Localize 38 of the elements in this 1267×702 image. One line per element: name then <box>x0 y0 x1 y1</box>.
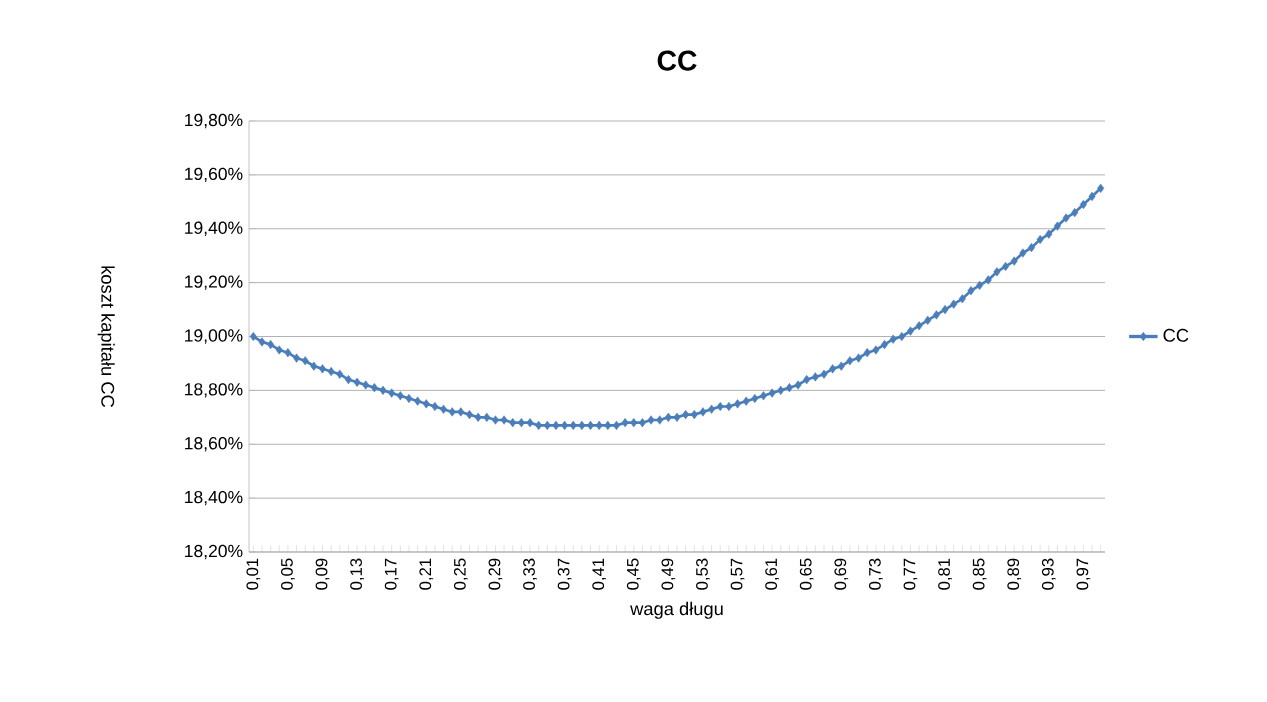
x-tick-label: 0,09 <box>315 558 330 590</box>
x-tick-label: 0,13 <box>350 558 364 590</box>
x-tick-label: 0,37 <box>557 558 572 590</box>
y-tick-label: 18,20% <box>185 544 243 560</box>
x-tick-label: 0,05 <box>281 558 295 590</box>
y-axis-title: koszt kapitału CC <box>97 266 115 408</box>
x-tick-label: 0,69 <box>834 558 849 590</box>
x-tick-label: 0,97 <box>1076 558 1091 590</box>
x-tick-label: 0,73 <box>868 558 883 590</box>
x-tick-label: 0,77 <box>903 558 918 590</box>
x-tick-label: 0,17 <box>384 558 399 590</box>
x-tick-label: 0,57 <box>730 558 745 590</box>
x-tick-label: 0,21 <box>419 558 434 590</box>
y-tick-label: 19,20% <box>185 275 243 290</box>
x-tick-label: 0,93 <box>1041 558 1056 590</box>
x-tick-label: 0,53 <box>696 558 710 590</box>
legend-label: CC <box>1163 328 1189 342</box>
y-tick-label: 19,80% <box>185 113 243 129</box>
x-tick-label: 0,89 <box>1007 558 1022 590</box>
chart-title: CC <box>657 50 697 71</box>
x-tick-label: 0,85 <box>972 558 987 590</box>
y-tick-label: 19,00% <box>185 329 243 344</box>
x-tick-label: 0,81 <box>938 558 952 590</box>
y-tick-label: 18,60% <box>185 437 243 452</box>
x-tick-label: 0,41 <box>592 558 607 590</box>
y-tick-label: 18,80% <box>185 383 243 398</box>
y-tick-label: 18,40% <box>185 490 243 506</box>
x-tick-label: 0,61 <box>765 558 780 590</box>
x-tick-label: 0,29 <box>488 558 503 590</box>
y-tick-label: 19,60% <box>185 167 243 183</box>
x-axis-title: waga długu <box>630 601 723 619</box>
x-tick-label: 0,49 <box>661 558 676 590</box>
x-tick-label: 0,45 <box>626 558 641 590</box>
y-tick-label: 19,40% <box>185 221 243 236</box>
x-tick-label: 0,25 <box>453 558 468 590</box>
x-tick-label: 0,33 <box>523 558 537 590</box>
x-tick-label: 0,01 <box>246 558 261 590</box>
x-tick-label: 0,65 <box>799 558 814 590</box>
